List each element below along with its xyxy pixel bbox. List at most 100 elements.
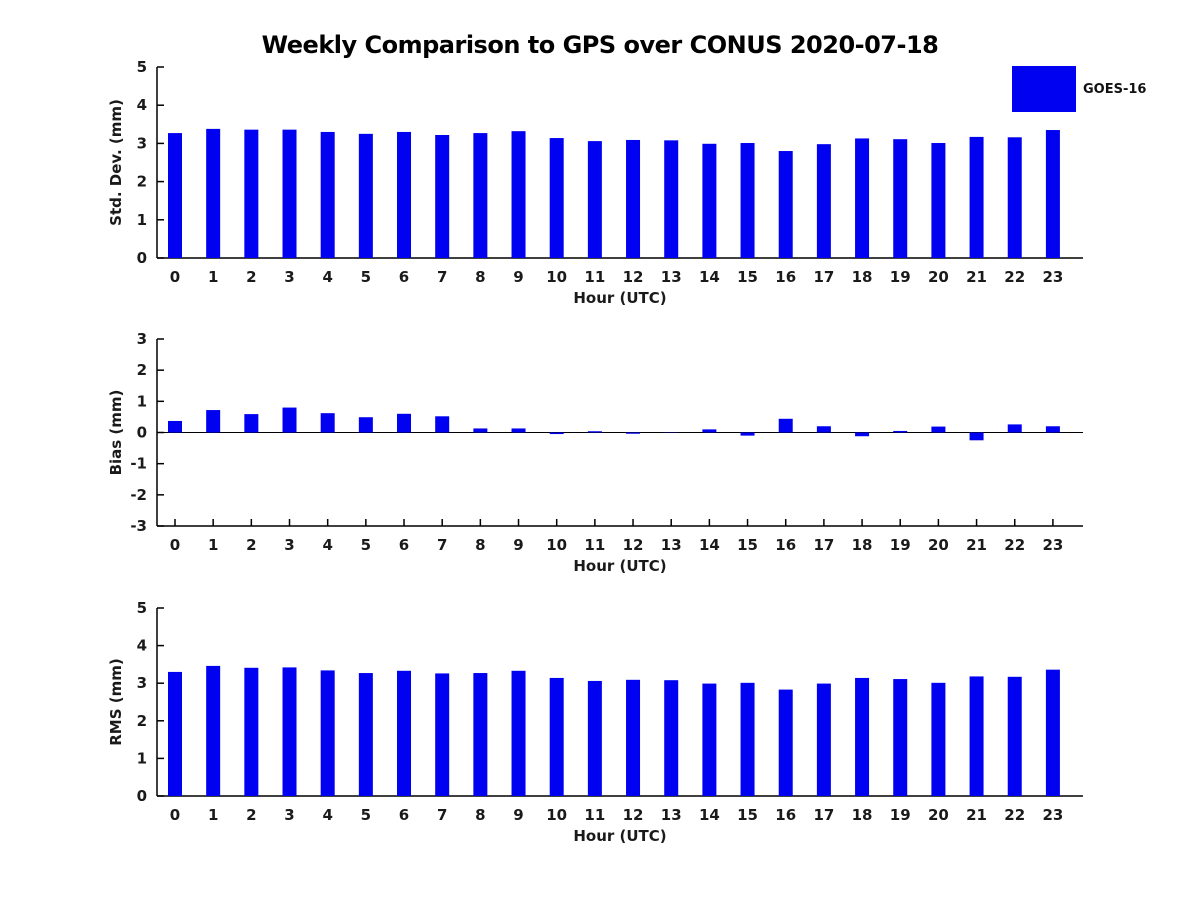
bar-rms-h6 — [397, 670, 412, 796]
x-tick-label-rms: 19 — [890, 806, 911, 824]
y-tick-label-bias: -3 — [130, 517, 147, 535]
bar-bias-h16 — [778, 418, 793, 433]
x-tick-label-rms: 1 — [208, 806, 218, 824]
x-tick-label-std-dev: 17 — [813, 268, 834, 286]
bar-rms-h8 — [473, 673, 488, 796]
x-tick-label-bias: 14 — [699, 536, 720, 554]
bar-bias-h4 — [320, 413, 335, 433]
bar-std-dev-h14 — [702, 143, 717, 258]
bar-bias-h22 — [1007, 424, 1022, 433]
y-tick-label-bias: 1 — [137, 392, 147, 410]
bar-std-dev-h15 — [740, 143, 755, 258]
x-tick-label-rms: 9 — [513, 806, 523, 824]
x-tick-label-std-dev: 15 — [737, 268, 758, 286]
bar-std-dev-h17 — [816, 144, 831, 258]
y-tick-label-std-dev: 0 — [137, 249, 147, 267]
bar-std-dev-h11 — [587, 141, 602, 258]
bar-rms-h18 — [855, 677, 870, 796]
bar-rms-h14 — [702, 683, 717, 796]
bar-bias-h19 — [893, 430, 908, 433]
legend: GOES-16 — [1012, 66, 1146, 112]
y-tick-label-bias: 2 — [137, 361, 147, 379]
bar-rms-h1 — [206, 665, 221, 796]
x-tick-label-std-dev: 23 — [1042, 268, 1063, 286]
x-axis-label-std-dev: Hour (UTC) — [573, 289, 666, 307]
bar-bias-h18 — [855, 432, 870, 437]
x-tick-label-std-dev: 5 — [361, 268, 371, 286]
bar-std-dev-h21 — [969, 136, 984, 258]
x-tick-label-bias: 23 — [1042, 536, 1063, 554]
y-tick-label-bias: -2 — [130, 486, 147, 504]
x-tick-label-bias: 16 — [775, 536, 796, 554]
y-tick-label-std-dev: 1 — [137, 211, 147, 229]
x-tick-label-rms: 4 — [322, 806, 332, 824]
x-tick-label-std-dev: 11 — [584, 268, 605, 286]
bar-rms-h12 — [626, 679, 641, 796]
bar-bias-h5 — [358, 417, 373, 433]
x-tick-label-rms: 3 — [284, 806, 294, 824]
x-tick-label-bias: 19 — [890, 536, 911, 554]
x-tick-label-std-dev: 3 — [284, 268, 294, 286]
bar-bias-h12 — [626, 432, 641, 434]
bar-std-dev-h4 — [320, 131, 335, 258]
y-tick-label-std-dev: 5 — [137, 58, 147, 76]
x-tick-label-bias: 10 — [546, 536, 567, 554]
x-tick-label-std-dev: 22 — [1004, 268, 1025, 286]
x-tick-label-bias: 8 — [475, 536, 485, 554]
x-tick-label-std-dev: 19 — [890, 268, 911, 286]
x-tick-label-bias: 0 — [170, 536, 180, 554]
y-tick-label-rms: 1 — [137, 749, 147, 767]
x-tick-label-rms: 7 — [437, 806, 447, 824]
y-axis-label-bias: Bias (mm) — [107, 390, 125, 476]
x-tick-label-rms: 8 — [475, 806, 485, 824]
x-tick-label-bias: 15 — [737, 536, 758, 554]
x-tick-label-rms: 12 — [623, 806, 644, 824]
x-tick-label-bias: 1 — [208, 536, 218, 554]
bar-rms-h16 — [778, 689, 793, 796]
x-tick-label-bias: 5 — [361, 536, 371, 554]
y-tick-label-rms: 2 — [137, 712, 147, 730]
bar-std-dev-h1 — [206, 128, 221, 258]
bar-std-dev-h3 — [282, 129, 297, 258]
bar-rms-h21 — [969, 676, 984, 796]
x-tick-label-std-dev: 21 — [966, 268, 987, 286]
bar-bias-h11 — [587, 431, 602, 433]
x-tick-label-std-dev: 1 — [208, 268, 218, 286]
legend-label: GOES-16 — [1083, 81, 1147, 97]
bar-std-dev-h9 — [511, 131, 526, 258]
bar-bias-h6 — [397, 413, 412, 433]
bar-rms-h22 — [1007, 676, 1022, 796]
x-tick-label-bias: 4 — [322, 536, 332, 554]
x-tick-label-rms: 15 — [737, 806, 758, 824]
x-tick-label-bias: 17 — [813, 536, 834, 554]
bar-std-dev-h6 — [397, 131, 412, 258]
bar-std-dev-h8 — [473, 133, 488, 258]
y-tick-label-rms: 3 — [137, 674, 147, 692]
bar-rms-h20 — [931, 682, 946, 796]
x-tick-label-bias: 18 — [852, 536, 873, 554]
x-tick-label-std-dev: 12 — [623, 268, 644, 286]
bar-bias-h8 — [473, 428, 488, 433]
x-tick-label-bias: 21 — [966, 536, 987, 554]
x-tick-label-rms: 13 — [661, 806, 682, 824]
bar-rms-h11 — [587, 680, 602, 796]
bar-rms-h3 — [282, 667, 297, 796]
x-tick-label-bias: 3 — [284, 536, 294, 554]
bar-bias-h10 — [549, 432, 564, 435]
x-tick-label-std-dev: 4 — [322, 268, 332, 286]
y-axis-label-std-dev: Std. Dev. (mm) — [107, 99, 125, 226]
x-tick-label-std-dev: 14 — [699, 268, 720, 286]
bar-rms-h4 — [320, 670, 335, 796]
y-tick-label-std-dev: 3 — [137, 134, 147, 152]
x-tick-label-std-dev: 0 — [170, 268, 180, 286]
x-tick-label-std-dev: 16 — [775, 268, 796, 286]
bar-std-dev-h16 — [778, 151, 793, 258]
x-tick-label-std-dev: 9 — [513, 268, 523, 286]
x-tick-label-std-dev: 8 — [475, 268, 485, 286]
bar-rms-h19 — [893, 679, 908, 796]
bar-rms-h13 — [664, 680, 679, 796]
bar-bias-h15 — [740, 432, 755, 436]
bar-rms-h2 — [244, 667, 259, 796]
